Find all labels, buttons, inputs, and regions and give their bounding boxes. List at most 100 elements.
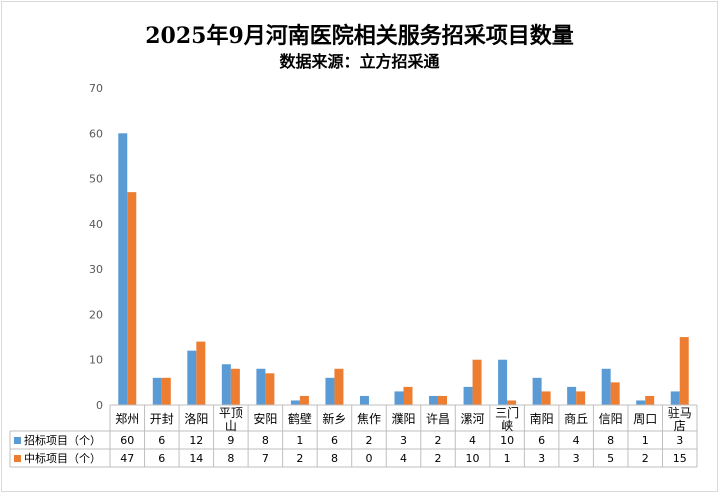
table-cell-value: 2	[296, 452, 303, 465]
table-cell-value: 14	[189, 452, 203, 465]
bar-bid	[601, 368, 611, 405]
chart-subtitle: 数据来源：立方招采通	[279, 52, 440, 71]
bar-award	[576, 391, 586, 405]
table-cell-value: 47	[120, 452, 134, 465]
legend-swatch	[14, 437, 21, 444]
table-cell-value: 10	[466, 452, 480, 465]
y-tick-label: 30	[89, 263, 103, 276]
category-label: 许昌	[426, 412, 450, 426]
bar-bid	[532, 377, 542, 405]
bar-award	[610, 382, 620, 405]
bar-award	[507, 400, 517, 405]
bar-bid	[567, 386, 577, 405]
legend-label: 招标项目（个）	[24, 433, 101, 447]
table-cell-value: 3	[400, 434, 407, 447]
bar-award	[161, 377, 171, 405]
category-label: 平顶	[219, 406, 243, 420]
table-cell-value: 9	[227, 434, 234, 447]
category-label: 商丘	[564, 411, 588, 426]
y-tick-label: 60	[89, 127, 103, 140]
y-tick-label: 70	[89, 82, 103, 95]
y-tick-label: 10	[89, 354, 103, 367]
table-cell-value: 4	[469, 434, 476, 447]
bar-bid	[325, 377, 335, 405]
category-label: 洛阳	[184, 411, 208, 426]
bar-award	[645, 395, 655, 405]
table-cell-value: 8	[227, 452, 234, 465]
table-cell-value: 8	[262, 434, 269, 447]
category-label: 山	[225, 419, 237, 433]
table-cell-value: 4	[400, 452, 407, 465]
bar-bid	[670, 391, 680, 405]
y-tick-label: 50	[89, 173, 103, 186]
bar-bid	[256, 368, 266, 405]
category-label: 新乡	[322, 411, 346, 426]
table-cell-value: 5	[607, 452, 614, 465]
table-cell-value: 4	[573, 434, 580, 447]
table-cell-value: 3	[676, 434, 683, 447]
table-cell-value: 60	[120, 434, 134, 447]
legend-label: 中标项目（个）	[24, 451, 101, 465]
category-label: 店	[674, 419, 686, 433]
bar-bid	[118, 133, 128, 406]
y-tick-label: 40	[89, 218, 103, 231]
y-tick-label: 0	[96, 399, 103, 412]
bar-bid	[290, 400, 300, 405]
category-label: 郑州	[115, 411, 139, 426]
y-tick-label: 20	[89, 308, 103, 321]
bar-award	[265, 373, 275, 405]
bar-bid	[463, 386, 473, 405]
bar-bid	[187, 350, 197, 405]
bar-award	[196, 341, 206, 405]
category-label: 驻马	[668, 405, 692, 420]
table-cell-value: 6	[158, 452, 165, 465]
table-cell-value: 1	[642, 434, 649, 447]
bar-bid	[394, 391, 404, 405]
table-cell-value: 1	[296, 434, 303, 447]
bar-award	[438, 395, 448, 405]
table-cell-value: 0	[365, 452, 372, 465]
table-cell-value: 15	[673, 452, 687, 465]
table-cell-value: 1	[504, 452, 511, 465]
category-label: 周口	[633, 412, 657, 426]
bar-bid	[359, 395, 369, 405]
category-label: 信阳	[599, 412, 623, 426]
table-cell-value: 6	[158, 434, 165, 447]
table-cell-value: 6	[538, 434, 545, 447]
legend-swatch	[14, 455, 21, 462]
bar-award	[299, 395, 309, 405]
table-cell-value: 2	[435, 452, 442, 465]
bar-award	[334, 368, 344, 405]
table-cell-value: 12	[189, 434, 203, 447]
table-cell-value: 6	[331, 434, 338, 447]
table-cell-value: 2	[642, 452, 649, 465]
table-cell-value: 8	[607, 434, 614, 447]
table-cell-value: 2	[365, 434, 372, 447]
category-label: 漯河	[461, 412, 485, 426]
bar-bid	[636, 400, 646, 405]
bar-award	[230, 368, 240, 405]
bar-bid	[429, 395, 439, 405]
bar-award	[472, 359, 482, 405]
table-cell-value: 2	[435, 434, 442, 447]
bar-bid	[498, 359, 508, 405]
bar-award	[679, 337, 689, 405]
table-cell-value: 3	[573, 452, 580, 465]
category-label: 三门	[495, 405, 519, 420]
category-label: 安阳	[253, 411, 277, 426]
category-label: 南阳	[530, 411, 554, 426]
category-label: 濮阳	[391, 411, 415, 426]
bar-award	[403, 386, 413, 405]
bar-award	[127, 192, 137, 405]
table-cell-value: 3	[538, 452, 545, 465]
category-label: 峡	[501, 419, 513, 433]
bar-award	[541, 391, 551, 405]
category-label: 开封	[150, 412, 174, 426]
category-label: 焦作	[357, 412, 381, 426]
table-cell-value: 10	[500, 434, 514, 447]
bar-bid	[152, 377, 162, 405]
chart-title: 2025年9月河南医院相关服务招采项目数量	[145, 23, 574, 49]
table-cell-value: 7	[262, 452, 269, 465]
category-label: 鹤壁	[288, 411, 312, 426]
